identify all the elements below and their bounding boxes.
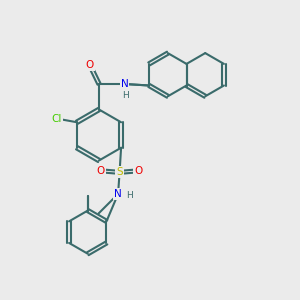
Text: O: O [86, 60, 94, 70]
Text: H: H [122, 91, 128, 100]
Text: N: N [114, 189, 122, 199]
Text: N: N [121, 79, 128, 89]
Text: O: O [97, 166, 105, 176]
Text: Cl: Cl [52, 114, 62, 124]
Text: S: S [116, 167, 123, 177]
Text: O: O [134, 166, 142, 176]
Text: H: H [126, 191, 133, 200]
